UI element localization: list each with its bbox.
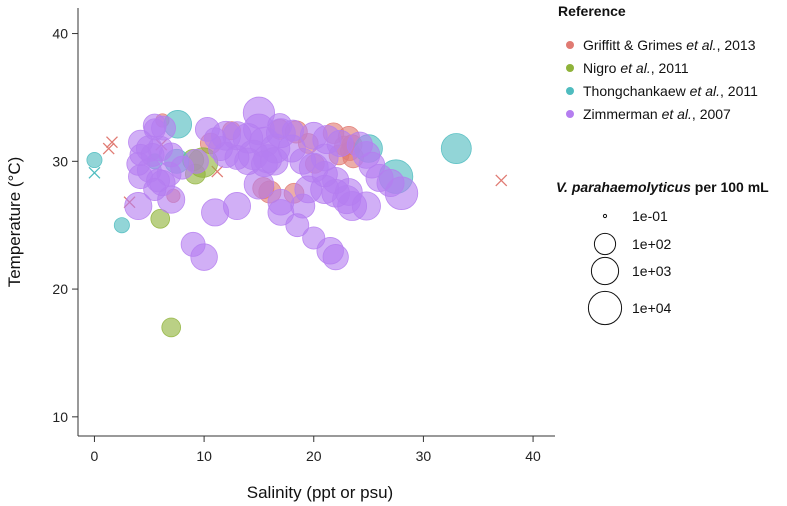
y-tick-label: 40 — [52, 26, 68, 42]
nondetect-marker-griffitt — [495, 174, 508, 187]
data-point-zimmerman — [322, 244, 349, 271]
x-tick-label: 20 — [306, 448, 322, 464]
data-point-zimmerman — [302, 226, 326, 250]
size-legend-circle — [602, 213, 608, 219]
legend-swatch — [566, 110, 574, 118]
data-point-zimmerman — [251, 150, 278, 178]
y-axis-title: Temperature (°C) — [5, 157, 24, 288]
size-legend-label: 1e-01 — [632, 208, 668, 224]
legend-swatch — [566, 41, 574, 49]
x-tick-label: 0 — [91, 448, 99, 464]
legend-swatch — [566, 64, 574, 72]
y-tick-label: 20 — [52, 281, 68, 297]
x-tick-label: 40 — [525, 448, 541, 464]
plot-axes: 0 10 20 30 40 10 20 30 40 — [52, 8, 555, 464]
data-point-zimmerman — [346, 131, 373, 158]
legend-entry-label: Thongchankaew et al., 2011 — [583, 83, 758, 99]
data-point-zimmerman — [180, 231, 206, 257]
data-point-nigro — [161, 317, 182, 338]
data-point-zimmerman — [170, 155, 195, 180]
data-point-zimmerman — [143, 118, 166, 141]
data-point-zimmerman — [289, 147, 317, 175]
legend-swatch — [566, 87, 574, 95]
data-point-zimmerman — [204, 127, 227, 150]
plot-points — [86, 96, 508, 338]
size-legend-circle — [590, 256, 620, 286]
nondetect-marker-griffitt — [102, 142, 115, 155]
x-axis-title: Salinity (ppt or psu) — [247, 483, 393, 502]
data-point-nigro — [150, 208, 171, 229]
size-legend-label: 1e+04 — [632, 300, 672, 316]
data-point-zimmerman — [376, 169, 405, 198]
x-tick-label: 30 — [416, 448, 432, 464]
data-point-zimmerman — [143, 177, 167, 201]
nondetect-marker-griffitt — [106, 136, 118, 149]
legend-entry-label: Nigro et al., 2011 — [583, 60, 689, 76]
data-point-zimmerman — [285, 213, 310, 238]
data-point-zimmerman — [224, 145, 250, 170]
data-point-zimmerman — [311, 160, 338, 188]
size-legend-circle — [587, 290, 623, 326]
legend-entry-label: Griffitt & Grimes et al., 2013 — [583, 37, 756, 53]
data-point-zimmerman — [129, 143, 152, 166]
nondetect-marker-thongchankaew — [88, 166, 101, 179]
data-point-thongchankaew — [113, 217, 130, 234]
data-point-zimmerman — [281, 119, 304, 142]
data-point-zimmerman — [124, 192, 153, 221]
y-tick-label: 10 — [52, 409, 68, 425]
legend-entry-label: Zimmerman et al., 2007 — [583, 106, 731, 122]
size-legend-label: 1e+02 — [632, 236, 672, 252]
data-point-zimmerman — [358, 151, 386, 179]
data-point-zimmerman — [201, 198, 230, 227]
size-legend-circle — [593, 232, 617, 256]
x-tick-label: 10 — [196, 448, 212, 464]
size-legend-title: V. parahaemolyticus per 100 mL — [556, 179, 769, 195]
color-legend-title: Reference — [558, 3, 626, 19]
data-point-thongchankaew — [86, 152, 103, 169]
legends: Reference Griffitt & Grimes et al., 2013 N… — [556, 3, 769, 326]
data-point-thongchankaew — [440, 133, 472, 164]
size-legend-label: 1e+03 — [632, 263, 672, 279]
y-tick-label: 30 — [52, 153, 68, 169]
